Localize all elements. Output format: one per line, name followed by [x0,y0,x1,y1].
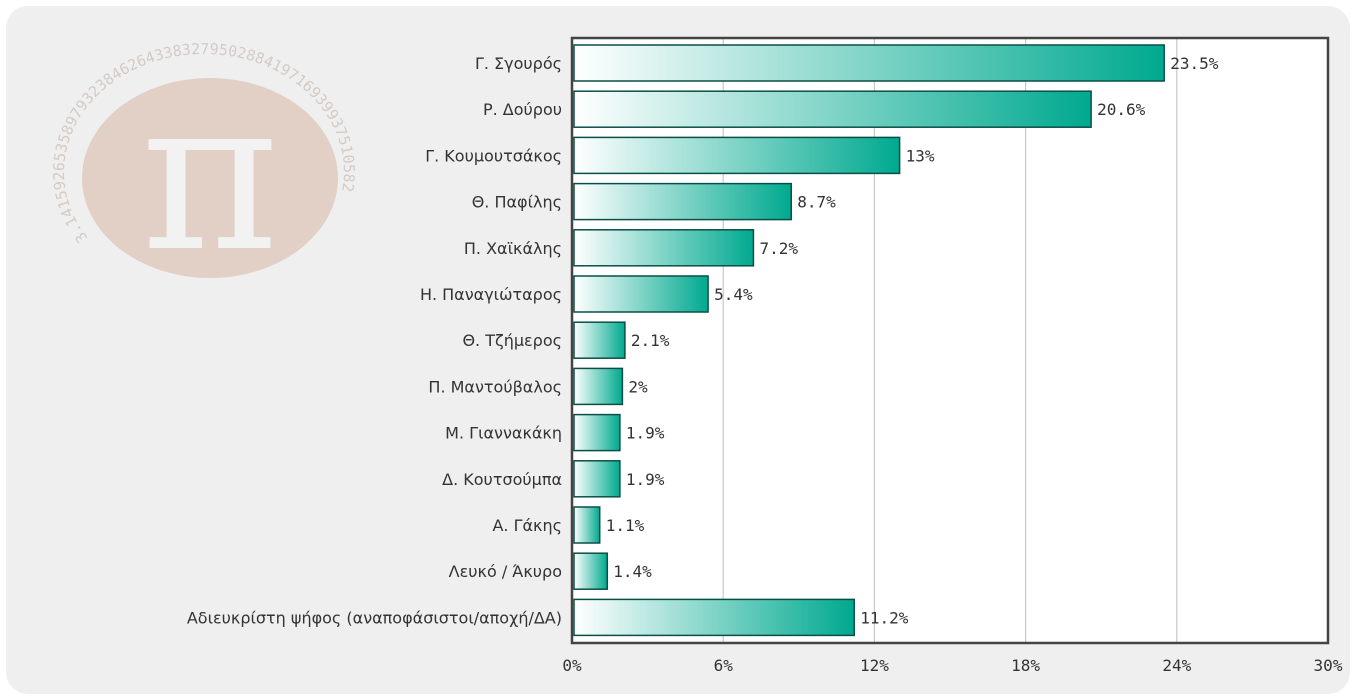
x-tick-label: 18% [1011,656,1040,675]
x-tick-labels: 0% 6% 12% 18% 24% 30% [562,656,1342,675]
bar-value-label: 1.9% [626,470,665,489]
category-labels: Γ. Σγουρός Ρ. Δούρου Γ. Κουμουτσάκος Θ. Παφ… [187,54,562,627]
bar [573,506,601,544]
bar [573,367,624,406]
bar-value-label: 5.4% [714,285,753,304]
bar-value-label: 7.2% [759,239,798,258]
category-label: Θ. Παφίλης [472,193,562,212]
category-label: Δ. Κουτσούμπα [442,470,562,489]
bar [573,598,855,637]
x-tick-label: 6% [714,656,734,675]
x-tick-label: 12% [860,656,889,675]
category-label: Α. Γάκης [492,516,562,535]
bar [573,90,1092,128]
bar [573,182,792,221]
bar-value-label: 2.1% [631,331,670,350]
bar-value-label: 1.9% [626,424,665,443]
axes [570,36,1330,645]
category-label: Λευκό / Άκυρο [449,562,562,581]
bar [573,552,609,590]
bar [573,44,1165,82]
category-label: Μ. Γιαννακάκη [445,424,562,443]
bar-value-label: 20.6% [1097,100,1146,119]
category-label: Θ. Τζήμερος [462,331,562,350]
svg-text:π: π [141,53,279,298]
bar-value-label: 13% [906,146,935,165]
bar [573,321,626,359]
bar-value-label: 1.1% [606,516,645,535]
category-label: Γ. Σγουρός [475,54,562,73]
x-tick-label: 30% [1314,656,1343,675]
x-tick-label: 24% [1162,656,1191,675]
bars [573,44,1165,637]
category-label: Ρ. Δούρου [483,100,562,119]
plot-frame [570,36,1330,645]
category-label: Αδιευκρίστη ψήφος (αναποφάσιστοι/αποχή/Δ… [187,608,562,627]
pi-logo-watermark: π 3.141592653589793238462643383279502884… [50,40,358,298]
bar [573,229,755,267]
category-label: Γ. Κουμουτσάκος [425,146,562,165]
bar-value-label: 8.7% [797,193,836,212]
plot-area: 23.5% 20.6% 13% 8.7% 7.2% 5.4% 2.1% 2% 1.9% 1.9% 1… [187,36,1343,675]
bar [573,275,709,313]
bar-value-label: 2% [628,377,648,396]
bar-value-label: 23.5% [1170,54,1219,73]
category-label: Π. Χαϊκάλης [464,239,562,258]
bar [573,136,901,175]
bar-value-label: 11.2% [860,608,909,627]
bar [573,413,621,452]
category-label: Η. Παναγιώταρος [420,285,562,304]
plot-background [572,38,1328,643]
value-labels: 23.5% 20.6% 13% 8.7% 7.2% 5.4% 2.1% 2% 1.9% 1.9% 1… [606,54,1219,627]
x-tick-label: 0% [562,656,582,675]
category-label: Π. Μαντούβαλος [428,377,562,396]
bar-value-label: 1.4% [613,562,652,581]
bar [573,460,621,498]
